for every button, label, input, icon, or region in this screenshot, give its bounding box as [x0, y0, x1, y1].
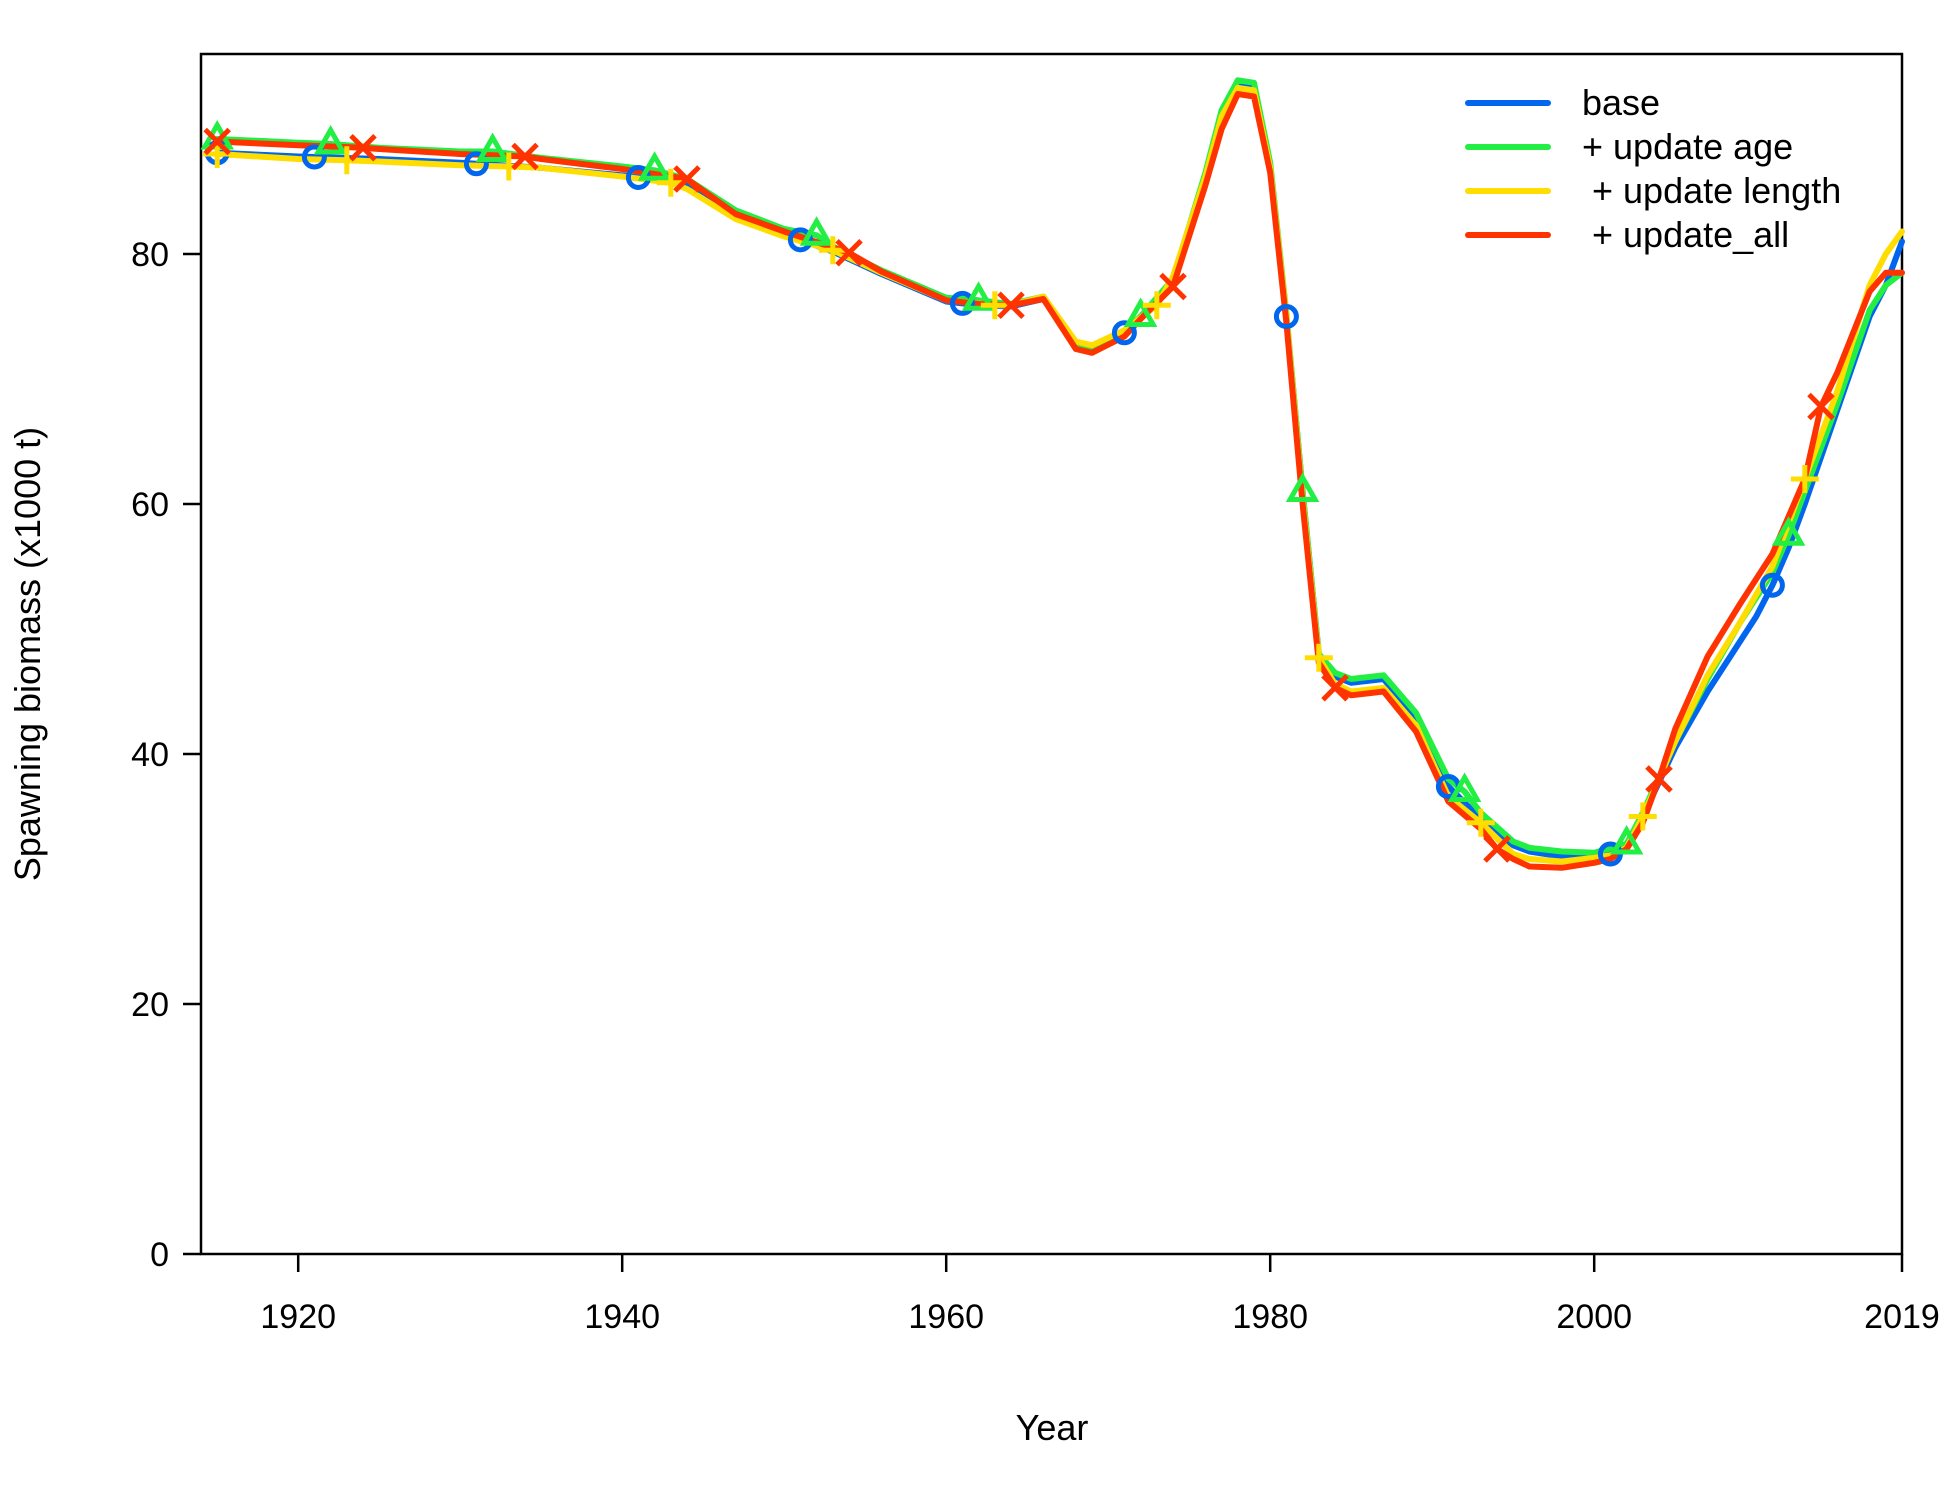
y-tick-label-80: 80 [131, 236, 169, 274]
markers-layer [200, 119, 1835, 867]
series-2-marker-1982 [1285, 472, 1320, 502]
series-4-marker-1934 [511, 142, 539, 171]
x-tick-label-1960: 1960 [908, 1298, 984, 1336]
x-tick-label-2000: 2000 [1556, 1298, 1632, 1336]
series-2-marker-2002 [1609, 824, 1644, 855]
series-3-marker-1923 [332, 146, 361, 175]
legend: base+ update age + update length + updat… [1465, 82, 1841, 255]
legend-label-3: + update length [1582, 170, 1841, 211]
series-2-marker-1952 [799, 216, 834, 246]
series-4-marker-1924 [349, 133, 377, 162]
x-axis-title: Year [1016, 1407, 1089, 1448]
series-4-marker-1954 [835, 238, 863, 267]
x-axis: 1920 1940 1960 1980 2000 2019 [260, 1254, 1940, 1336]
series-4-marker-1984 [1321, 673, 1349, 702]
series-2-marker-1972 [1123, 297, 1158, 327]
series-4-marker-2014 [1807, 392, 1835, 421]
series-3-marker-1993 [1466, 808, 1495, 837]
series-3-marker-2003 [1628, 802, 1657, 831]
x-tick-label-1940: 1940 [584, 1298, 660, 1336]
series-2-marker-1922 [313, 124, 348, 155]
series-1-marker-1931 [463, 151, 489, 177]
series-1-marker-1961 [949, 290, 975, 316]
series-2-marker-1992 [1447, 772, 1482, 802]
series-1-marker-1951 [787, 227, 813, 253]
series-4-marker-1944 [673, 165, 701, 193]
x-tick-label-1920: 1920 [260, 1298, 336, 1336]
series-3-marker-1963 [980, 291, 1009, 320]
x-tick-label-1980: 1980 [1232, 1298, 1308, 1336]
y-axis-title: Spawning biomass (x1000 t) [7, 427, 48, 881]
y-tick-label-40: 40 [131, 736, 169, 774]
series-1-marker-1971 [1111, 320, 1137, 346]
series-2-marker-2012 [1771, 516, 1806, 546]
series-3-marker-1953 [818, 236, 847, 265]
series-1-marker-1921 [301, 144, 327, 170]
y-tick-label-20: 20 [131, 986, 169, 1024]
series-2-marker-1932 [475, 132, 510, 162]
y-tick-label-0: 0 [150, 1236, 169, 1274]
legend-label-4: + update_all [1582, 214, 1789, 255]
series-2-marker-1942 [637, 151, 672, 181]
series-3-marker-1973 [1142, 291, 1171, 320]
series-4-marker-1915 [203, 127, 231, 156]
y-tick-label-60: 60 [131, 486, 169, 524]
series-1-marker-1981 [1273, 304, 1299, 329]
legend-label-2: + update age [1582, 126, 1793, 167]
series-1-marker-2011 [1759, 572, 1785, 598]
series-3-marker-2013 [1790, 465, 1819, 493]
x-tick-label-2019: 2019 [1864, 1298, 1940, 1336]
series-4-marker-1964 [997, 291, 1025, 320]
series-4-marker-1974 [1159, 272, 1187, 301]
series-4-marker-1994 [1483, 835, 1511, 863]
series-4-marker-2004 [1645, 765, 1673, 793]
series-line-4 [214, 91, 1905, 871]
y-axis: 0 20 40 60 80 [131, 236, 201, 1274]
series-3-marker-1983 [1304, 643, 1333, 672]
legend-label-1: base [1582, 82, 1660, 123]
series-2-marker-1962 [961, 281, 996, 311]
plot-frame [199, 52, 1904, 1256]
